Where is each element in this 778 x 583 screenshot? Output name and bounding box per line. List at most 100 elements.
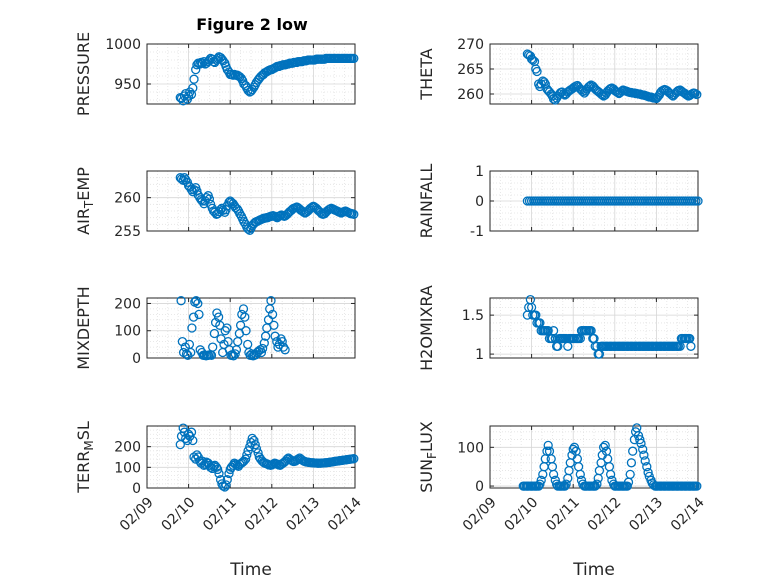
data-point <box>228 351 239 361</box>
data-point <box>224 468 234 479</box>
data-point <box>690 88 700 99</box>
figure-title: Figure 2 low <box>196 15 308 34</box>
data-point <box>213 464 223 475</box>
series-air_temp <box>175 173 359 235</box>
subplot-theta: 260 265 270 THETA <box>417 37 702 105</box>
y-tick-label: 1 <box>475 347 484 363</box>
axes-box-h2omixra <box>489 297 699 359</box>
data-point <box>218 56 228 66</box>
data-point <box>256 347 267 358</box>
y-tick-label: 260 <box>457 87 484 103</box>
y-axis-label-subscript: M <box>82 440 96 450</box>
data-point <box>207 463 217 474</box>
data-point <box>240 454 251 464</box>
data-point <box>188 83 198 93</box>
data-point <box>245 442 255 452</box>
data-point <box>639 450 649 460</box>
data-point <box>188 312 199 322</box>
data-point <box>193 298 203 309</box>
data-point <box>240 312 250 322</box>
data-point <box>239 217 249 227</box>
series-sun_flux <box>518 423 702 491</box>
data-point <box>222 475 232 485</box>
data-point <box>266 296 276 306</box>
subplot-mixdepth: 0 100 200 MIXDEPTH <box>74 286 356 370</box>
data-point <box>643 467 653 478</box>
data-point <box>197 456 207 466</box>
data-point <box>241 326 251 336</box>
data-point <box>349 209 359 219</box>
data-point <box>186 89 197 100</box>
y-tick-label: 200 <box>114 440 141 456</box>
y-axis-label-rest: LUX <box>417 421 436 452</box>
data-point <box>189 74 199 84</box>
data-point <box>622 481 632 491</box>
data-point <box>270 331 280 341</box>
data-point <box>535 479 545 489</box>
data-point <box>232 204 242 214</box>
data-point <box>532 66 542 77</box>
data-point <box>250 439 260 450</box>
data-point <box>315 207 326 217</box>
y-tick-label: 0 <box>475 479 484 495</box>
data-point <box>625 469 635 480</box>
data-point <box>238 457 248 467</box>
data-point <box>235 209 245 219</box>
data-point <box>693 196 703 206</box>
y-tick-label: 100 <box>114 460 141 476</box>
y-axis-label: SUNFLUX <box>417 421 439 493</box>
data-point <box>585 81 595 91</box>
subplot-pressure: 950 1000 PRESSURE <box>74 32 359 116</box>
x-axis-label: Time <box>572 560 615 580</box>
data-point <box>186 347 196 358</box>
data-point <box>561 479 571 489</box>
data-point <box>245 225 255 235</box>
series-mixdepth <box>176 296 290 361</box>
data-point <box>638 444 648 454</box>
y-axis-label-subscript: T <box>82 200 96 209</box>
data-point <box>604 84 615 95</box>
data-point <box>640 456 650 466</box>
data-point <box>269 320 279 330</box>
data-point <box>211 462 222 472</box>
data-point <box>181 88 191 99</box>
data-point <box>267 309 278 320</box>
data-point <box>259 338 269 348</box>
series-terr_msl <box>175 423 359 492</box>
axes-box-air_temp <box>146 170 356 232</box>
y-tick-label: 0 <box>475 194 484 210</box>
data-point <box>558 89 569 99</box>
data-point <box>237 309 247 320</box>
data-point <box>526 54 537 64</box>
data-point <box>175 173 185 183</box>
data-point <box>183 429 194 439</box>
data-point <box>590 481 600 491</box>
data-point <box>592 479 602 489</box>
data-point <box>636 438 646 449</box>
y-axis-label: AIRTEMP <box>74 167 96 235</box>
data-point <box>536 475 546 485</box>
data-point <box>542 446 552 456</box>
data-point <box>349 53 359 64</box>
data-point <box>196 458 206 468</box>
series-h2omixra <box>522 294 696 359</box>
y-tick-label: 0 <box>132 481 141 497</box>
series-rainfall <box>522 196 703 206</box>
data-point <box>222 323 232 333</box>
y-axis-label: TERRMSL <box>74 421 96 494</box>
data-point <box>554 89 565 99</box>
y-tick-label: 270 <box>457 37 484 53</box>
y-tick-label: 1 <box>475 164 484 180</box>
y-tick-label: 100 <box>114 324 141 340</box>
data-point <box>286 455 297 465</box>
data-point <box>208 342 218 352</box>
data-point <box>305 203 316 213</box>
y-tick-label: 950 <box>114 77 141 93</box>
data-point <box>534 481 544 491</box>
y-tick-label: 200 <box>114 296 141 312</box>
data-point <box>194 309 204 320</box>
data-point <box>253 448 263 458</box>
data-point <box>605 469 616 480</box>
data-point <box>257 343 268 354</box>
